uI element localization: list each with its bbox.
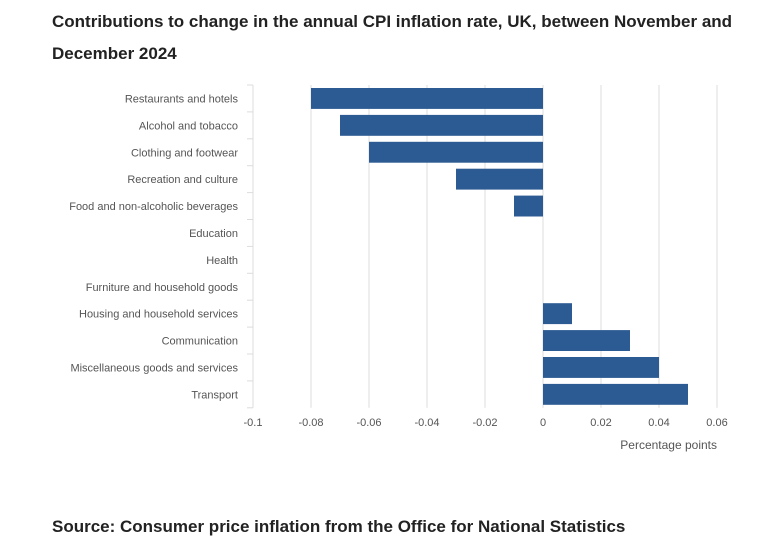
category-label: Communication (162, 336, 238, 348)
bar (543, 383, 688, 405)
category-labels: Restaurants and hotels Alcohol and tobacc… (69, 93, 238, 401)
bar (514, 195, 543, 217)
x-tick-label: -0.06 (356, 417, 381, 429)
x-tick-label: 0.02 (590, 417, 611, 429)
x-tick-labels: -0.1 -0.08 -0.06 -0.04 -0.02 0 0.02 0.04 0.06 (244, 417, 728, 429)
category-label: Transport (191, 389, 238, 401)
x-tick-label: -0.02 (472, 417, 497, 429)
bar (369, 141, 543, 163)
category-label: Housing and household services (79, 309, 238, 321)
x-tick-label: -0.1 (244, 417, 263, 429)
bar (543, 357, 659, 378)
x-tick-label: 0 (540, 417, 546, 429)
bar (543, 303, 572, 325)
bar (311, 88, 543, 109)
x-tick-label: 0.06 (706, 417, 727, 429)
category-label: Clothing and footwear (131, 147, 238, 159)
category-label: Health (206, 255, 238, 267)
category-label: Restaurants and hotels (125, 93, 239, 105)
category-label: Furniture and household goods (86, 282, 239, 294)
bar (456, 168, 543, 190)
category-axis (247, 84, 253, 409)
x-tick-label: 0.04 (648, 417, 669, 429)
category-label: Alcohol and tobacco (139, 120, 238, 132)
x-tick-label: -0.08 (298, 417, 323, 429)
bar (340, 114, 543, 136)
bar (543, 330, 630, 351)
chart-title: Contributions to change in the annual CP… (52, 12, 733, 63)
category-label: Miscellaneous goods and services (70, 362, 238, 374)
category-label: Food and non-alcoholic beverages (69, 201, 238, 213)
bars (311, 88, 688, 405)
x-tick-label: -0.04 (414, 417, 439, 429)
source-note: Source: Consumer price inflation from th… (52, 517, 626, 536)
x-axis-title: Percentage points (620, 438, 717, 452)
category-label: Recreation and culture (127, 174, 238, 186)
category-label: Education (189, 228, 238, 240)
